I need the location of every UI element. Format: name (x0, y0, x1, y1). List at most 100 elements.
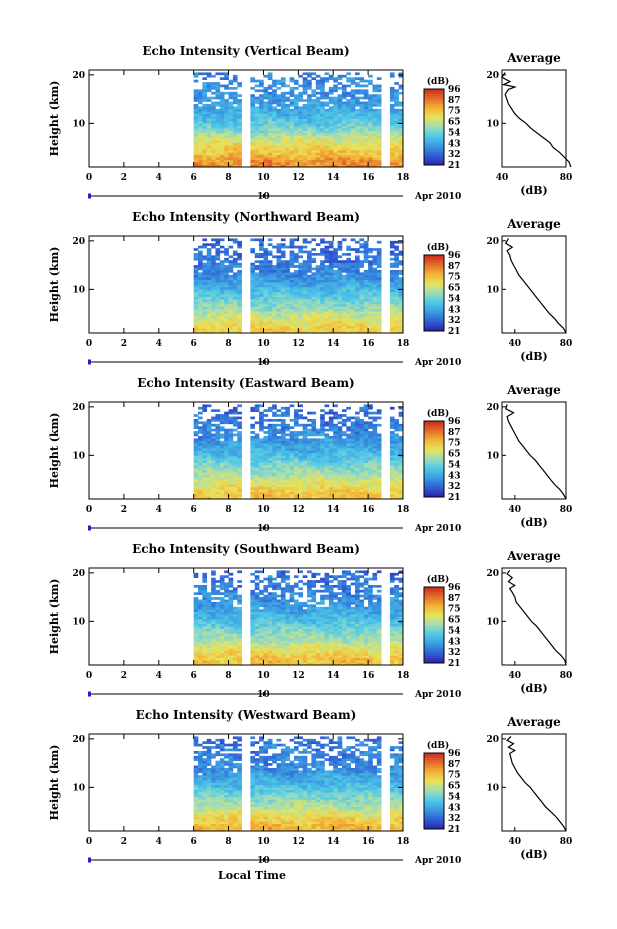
heatmap-cell (368, 123, 373, 127)
heatmap-cell (311, 103, 317, 107)
heatmap-cell (333, 106, 338, 110)
heatmap-cell (302, 467, 308, 471)
heatmap-cell (193, 145, 199, 148)
heatmap-cell (211, 582, 216, 586)
average-x-label: (dB) (520, 184, 547, 197)
heatmap-cell (289, 133, 295, 136)
heatmap-cell (337, 438, 343, 442)
heatmap-cell (324, 311, 330, 314)
heatmap-cell (320, 433, 325, 437)
heatmap-cell (254, 255, 260, 259)
heatmap-cell (320, 282, 325, 285)
heatmap-cell (263, 469, 269, 473)
heatmap-cell (394, 330, 399, 334)
heatmap-cell (307, 457, 312, 461)
heatmap-cell (359, 147, 365, 151)
heatmap-cell (363, 411, 369, 415)
heatmap-cell (285, 426, 290, 429)
heatmap-cell (324, 267, 330, 271)
heatmap-cell (363, 465, 369, 468)
heatmap-cell (228, 633, 234, 637)
heatmap-cell (350, 482, 356, 485)
heatmap-cell (263, 323, 269, 327)
heatmap-cell (276, 145, 282, 148)
heatmap-cell (293, 489, 299, 493)
heatmap-cell (307, 286, 312, 290)
heatmap-cell (285, 84, 290, 88)
heatmap-cell (324, 157, 330, 161)
heatmap-cell (341, 279, 347, 283)
heatmap-cell (280, 94, 286, 97)
heatmap-cell (315, 279, 321, 283)
heatmap-cell (315, 443, 321, 446)
heatmap-cell (232, 467, 238, 471)
colorbar-segment (424, 280, 444, 284)
heatmap-cell (328, 86, 334, 90)
heatmap-cell (202, 325, 208, 329)
heatmap-cell (211, 135, 216, 139)
heatmap-cell (398, 311, 404, 314)
colorbar-segment (424, 152, 444, 156)
heatmap-cell (389, 245, 395, 249)
heatmap-cell (372, 318, 378, 322)
heatmap-cell (372, 448, 378, 451)
heatmap-cell (272, 328, 277, 331)
heatmap-cell (350, 159, 356, 163)
heatmap-cell (219, 460, 225, 463)
heatmap-cell (285, 409, 290, 412)
heatmap-cell (372, 159, 378, 163)
heatmap-cell (250, 416, 256, 420)
heatmap-cell (302, 440, 308, 444)
heatmap-cell (320, 491, 325, 495)
heatmap-cell (350, 438, 356, 442)
heatmap-cell (320, 159, 325, 163)
heatmap-cell (228, 330, 234, 334)
heatmap-cell (302, 308, 308, 312)
heatmap-cell (267, 260, 273, 263)
heatmap-cell (250, 272, 256, 276)
average-frame (501, 401, 567, 500)
heatmap-cell (285, 423, 290, 427)
heatmap-cell (341, 484, 347, 488)
heatmap-cell (198, 479, 203, 483)
heatmap-cell (276, 448, 282, 451)
heatmap-cell (259, 414, 264, 417)
heatmap-cell (333, 255, 338, 259)
heatmap-cell (267, 311, 273, 314)
heatmap-cell (198, 262, 203, 266)
heatmap-cell (298, 142, 303, 146)
heatmap-cell (215, 409, 221, 412)
heatmap-cell (219, 272, 225, 276)
heatmap-cell (320, 120, 325, 124)
heatmap-cell (259, 120, 264, 124)
heatmap-cell (389, 86, 395, 90)
heatmap-cell (324, 448, 330, 451)
heatmap-cell (198, 320, 203, 324)
heatmap-cell (215, 584, 221, 588)
heatmap-cell (224, 633, 229, 637)
heatmap-cell (355, 111, 360, 114)
heatmap-cell (232, 118, 238, 122)
heatmap-cell (320, 440, 325, 444)
heatmap-cell (346, 301, 351, 305)
heatmap-cell (193, 443, 199, 446)
heatmap-cell (333, 130, 338, 134)
heatmap-cell (267, 496, 273, 500)
heatmap-cell (346, 489, 351, 493)
heatmap-cell (346, 416, 351, 420)
heatmap-cell (389, 433, 395, 437)
heatmap-cell (202, 621, 208, 625)
heatmap-cell (211, 86, 216, 90)
heatmap-cell (315, 125, 321, 129)
heatmap-cell (320, 252, 325, 256)
heatmap-cell (211, 460, 216, 463)
heatmap-cell (363, 150, 369, 153)
heatmap-cell (315, 128, 321, 131)
heatmap-cell (263, 128, 269, 131)
heatmap-cell (368, 435, 373, 439)
heatmap-cell (259, 418, 264, 422)
heatmap-cell (193, 472, 199, 476)
heatmap-cell (289, 418, 295, 422)
heatmap-cell (272, 133, 277, 136)
heatmap-cell (368, 82, 373, 85)
